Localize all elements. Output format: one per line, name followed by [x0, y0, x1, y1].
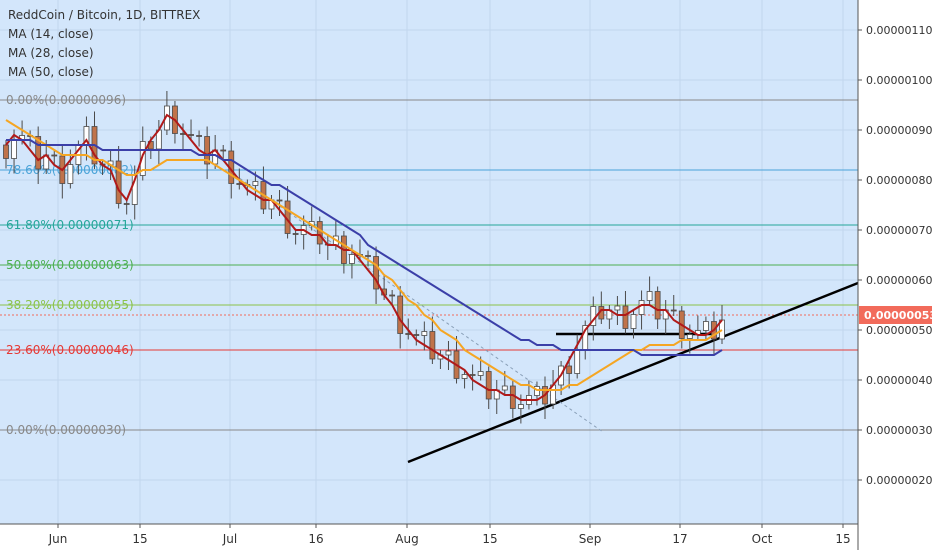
x-tick-label-0: Jun	[48, 532, 68, 546]
ma-line-2	[6, 139, 723, 356]
y-tick-label-9: 0.00000020	[866, 474, 932, 487]
candle-body-80	[646, 291, 653, 301]
candle-body-25	[204, 136, 211, 165]
fibonacci-levels: 0.00%(0.00000096)78.60%(0.00000082)61.80…	[0, 93, 858, 437]
candle-body-27	[220, 149, 227, 152]
legend-ma14: MA (14, close)	[8, 27, 94, 41]
candle-body-76	[614, 305, 621, 311]
candle-body-77	[622, 305, 629, 329]
candle-body-83	[670, 309, 677, 312]
candle-body-23	[188, 134, 194, 136]
candle-body-52	[421, 331, 428, 336]
candle-body-85	[686, 334, 693, 339]
x-tick-label-4: Aug	[395, 532, 418, 546]
price-tag	[859, 306, 932, 324]
candle-body-48	[389, 294, 396, 297]
candle-body-34	[276, 199, 283, 202]
candle-body-24	[196, 135, 202, 137]
y-tick-label-4: 0.00000070	[866, 224, 932, 237]
x-axis-panel	[0, 524, 858, 550]
y-tick-label-2: 0.00000090	[866, 124, 932, 137]
candle-body-59	[477, 371, 484, 376]
chart-legend: ReddCoin / Bitcoin, 1D, BITTREX MA (14, …	[8, 6, 200, 82]
fib-label-3: 50.00%(0.00000063)	[6, 258, 134, 272]
ascending-trendline	[407, 281, 859, 464]
candle-body-62	[501, 385, 508, 391]
candle-body-0	[3, 144, 9, 159]
x-tick-label-2: Jul	[222, 532, 237, 546]
candle-body-46	[373, 256, 379, 290]
fib-label-6: 0.00%(0.00000030)	[6, 423, 126, 437]
candle-body-17	[139, 141, 146, 176]
x-tick-label-8: Oct	[752, 532, 773, 546]
fib-label-0: 0.00%(0.00000096)	[6, 93, 126, 107]
candle-body-79	[638, 300, 645, 315]
candle-body-53	[429, 331, 436, 360]
candle-body-43	[349, 254, 355, 264]
x-tick-label-7: 17	[672, 532, 687, 546]
candle-body-8	[67, 164, 74, 184]
candle-body-71	[574, 349, 581, 374]
x-tick-label-5: 15	[482, 532, 497, 546]
chart-background	[0, 0, 858, 524]
candle-body-15	[123, 203, 130, 205]
ma-line-1	[5, 119, 723, 391]
price-tag-label: 0.00000053	[864, 309, 932, 322]
legend-ma50: MA (50, close)	[8, 65, 94, 79]
y-tick-label-6: 0.00000050	[866, 324, 932, 337]
candle-body-58	[469, 374, 476, 376]
candle-body-36	[292, 233, 299, 235]
candle-body-57	[461, 374, 468, 379]
fib-label-4: 38.20%(0.00000055)	[6, 298, 134, 312]
x-tick-label-6: Sep	[579, 532, 602, 546]
ma-line-0	[5, 113, 723, 401]
y-tick-label-5: 0.00000060	[866, 274, 932, 287]
chart-title: ReddCoin / Bitcoin, 1D, BITTREX	[8, 8, 201, 22]
x-tick-label-1: 15	[132, 532, 147, 546]
candle-body-81	[654, 291, 661, 320]
candle-body-55	[445, 350, 452, 356]
candle-body-4	[35, 136, 42, 170]
candle-body-1	[11, 139, 17, 159]
candle-body-70	[566, 365, 573, 374]
y-axis-panel	[858, 0, 932, 550]
candle-body-6	[51, 154, 58, 157]
legend-ma28: MA (28, close)	[8, 46, 94, 60]
candle-body-78	[630, 314, 637, 329]
candle-body-14	[115, 160, 122, 204]
y-tick-label-0: 0.00000110	[866, 24, 932, 37]
x-tick-label-3: 16	[308, 532, 323, 546]
candle-body-39	[316, 221, 323, 245]
fib-label-5: 23.60%(0.00000046)	[6, 343, 134, 357]
candle-body-45	[365, 255, 371, 257]
candle-body-60	[485, 371, 492, 400]
candle-body-31	[252, 181, 259, 186]
candle-body-51	[413, 334, 420, 336]
candle-body-87	[703, 321, 709, 331]
y-tick-label-7: 0.00000040	[866, 374, 932, 387]
y-tick-label-8: 0.00000030	[866, 424, 932, 437]
y-tick-label-1: 0.00000100	[866, 74, 932, 87]
moving-averages	[5, 113, 723, 401]
fib-label-2: 61.80%(0.00000071)	[6, 218, 134, 232]
y-tick-label-3: 0.00000080	[866, 174, 932, 187]
candle-body-64	[517, 404, 524, 409]
x-tick-label-9: 15	[835, 532, 850, 546]
